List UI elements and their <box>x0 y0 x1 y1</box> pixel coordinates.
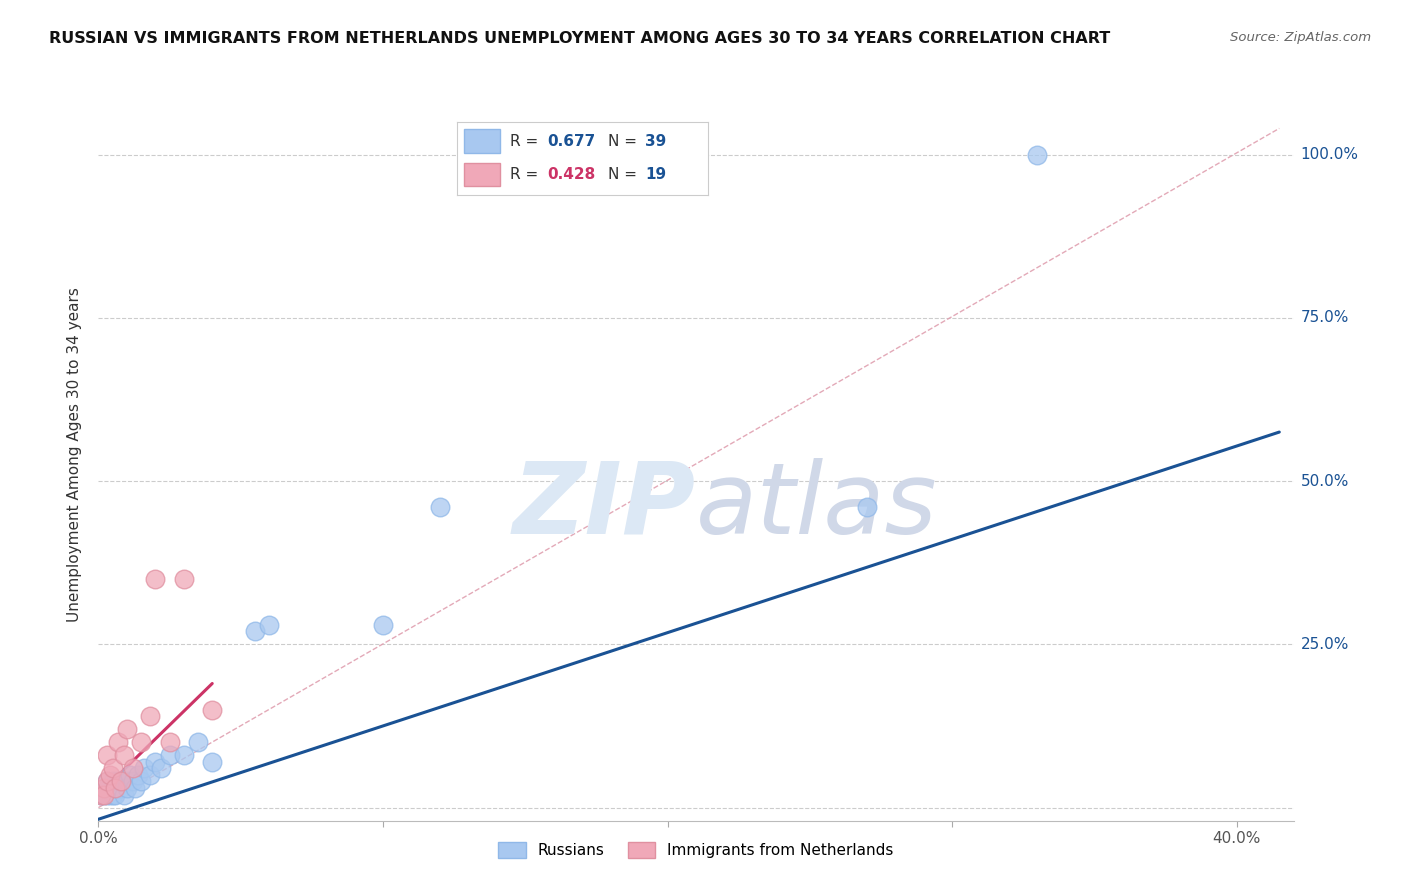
Text: 75.0%: 75.0% <box>1301 310 1348 326</box>
Point <box>855 500 877 515</box>
Point <box>96 780 118 795</box>
Point <box>121 761 143 775</box>
Point <box>129 774 152 789</box>
Point <box>159 748 181 763</box>
Point <box>96 774 118 789</box>
Point <box>112 748 135 763</box>
Point <box>96 788 118 802</box>
Point <box>150 761 173 775</box>
Text: ZIP: ZIP <box>513 458 696 555</box>
Point <box>93 780 115 795</box>
Point <box>96 774 118 789</box>
Point <box>159 735 181 749</box>
Point <box>110 774 132 789</box>
Point <box>93 788 115 802</box>
Point <box>98 780 121 795</box>
Point <box>143 572 166 586</box>
Point <box>101 774 124 789</box>
Point <box>173 572 195 586</box>
Point <box>98 788 121 802</box>
Point <box>138 768 160 782</box>
Point <box>257 617 280 632</box>
Point <box>101 761 124 775</box>
Point <box>115 774 138 789</box>
Point <box>201 755 224 769</box>
Point <box>143 755 166 769</box>
Point <box>138 709 160 723</box>
Point <box>90 788 112 802</box>
Point <box>121 774 143 789</box>
Point <box>93 788 115 802</box>
Point <box>96 748 118 763</box>
Point <box>104 788 127 802</box>
Text: Source: ZipAtlas.com: Source: ZipAtlas.com <box>1230 31 1371 45</box>
Point <box>115 723 138 737</box>
Point <box>110 780 132 795</box>
Point <box>201 703 224 717</box>
Point <box>371 617 394 632</box>
Point <box>104 780 127 795</box>
Point <box>98 768 121 782</box>
Point <box>110 774 132 789</box>
Point <box>107 735 129 749</box>
Point <box>107 780 129 795</box>
Point <box>129 735 152 749</box>
Point <box>101 780 124 795</box>
Point <box>93 780 115 795</box>
Point <box>187 735 209 749</box>
Point <box>90 788 112 802</box>
Text: 100.0%: 100.0% <box>1301 147 1358 162</box>
Point <box>118 768 141 782</box>
Point <box>107 774 129 789</box>
Point <box>429 500 451 515</box>
Text: atlas: atlas <box>696 458 938 555</box>
Point <box>124 780 146 795</box>
Point <box>1026 147 1049 161</box>
Text: 25.0%: 25.0% <box>1301 637 1348 652</box>
Text: 50.0%: 50.0% <box>1301 474 1348 489</box>
Legend: Russians, Immigrants from Netherlands: Russians, Immigrants from Netherlands <box>492 836 900 864</box>
Point <box>132 761 155 775</box>
Y-axis label: Unemployment Among Ages 30 to 34 years: Unemployment Among Ages 30 to 34 years <box>67 287 83 623</box>
Point <box>243 624 266 639</box>
Point <box>112 788 135 802</box>
Point <box>101 788 124 802</box>
Point <box>115 780 138 795</box>
Text: RUSSIAN VS IMMIGRANTS FROM NETHERLANDS UNEMPLOYMENT AMONG AGES 30 TO 34 YEARS CO: RUSSIAN VS IMMIGRANTS FROM NETHERLANDS U… <box>49 31 1111 46</box>
Point <box>127 768 149 782</box>
Point <box>104 780 127 795</box>
Point <box>173 748 195 763</box>
